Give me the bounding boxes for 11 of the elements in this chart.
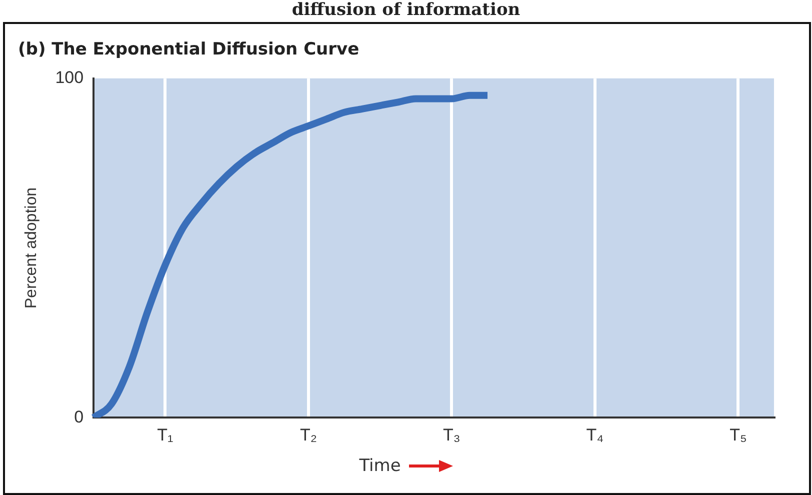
y-axis-title: Percent adoption: [23, 188, 40, 308]
text: diffusion of information: [290, 0, 522, 20]
x-tick-label: T₃: [443, 425, 460, 444]
y-tick-label: 100: [55, 68, 84, 88]
x-axis-title: Time: [359, 456, 401, 476]
y-tick-label: 0: [74, 407, 84, 426]
x-tick-label: T₅: [730, 425, 747, 444]
chart-title: (b) The Exponential Diffusion Curve: [18, 40, 360, 60]
x-tick-label: T₂: [300, 425, 317, 444]
x-tick-label: T₄: [586, 425, 604, 444]
x-tick-label: T₁: [157, 425, 174, 444]
